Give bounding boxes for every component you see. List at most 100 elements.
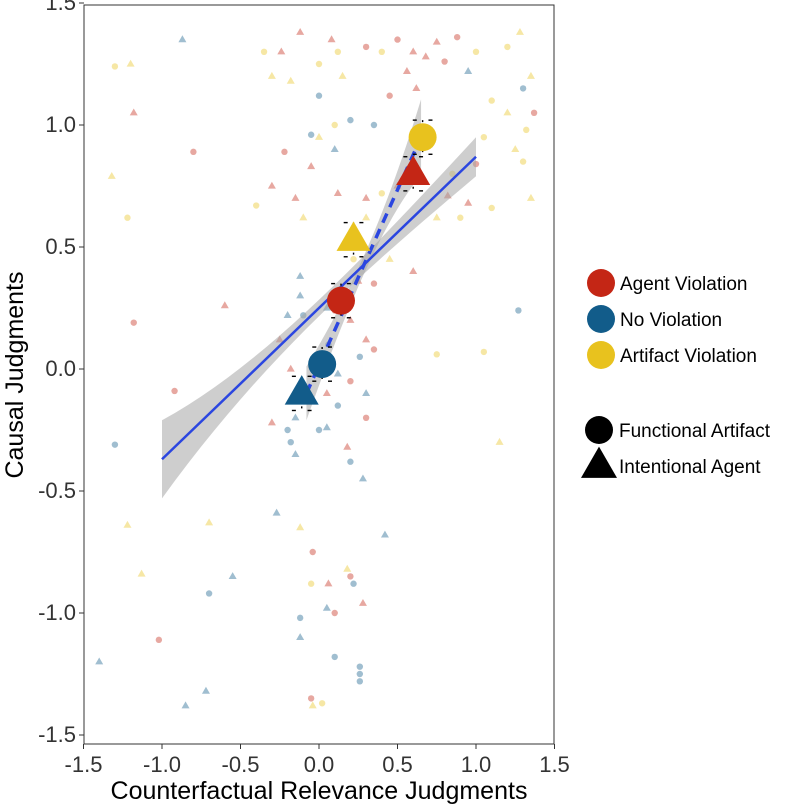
data-point-97 (267, 71, 276, 79)
y-tick-label: -0.5 (38, 478, 76, 503)
data-point-118 (331, 121, 338, 129)
regression-line-dashed (304, 136, 423, 395)
data-point-77 (358, 474, 367, 482)
data-point-26 (130, 319, 137, 326)
data-point-111 (511, 145, 520, 153)
data-point-89 (356, 670, 364, 678)
data-point-94 (111, 63, 119, 70)
data-point-126 (385, 254, 394, 262)
data-point-71 (322, 423, 331, 431)
summary-marker-triangle (336, 221, 371, 251)
y-tick-label: -1.5 (38, 722, 76, 747)
data-point-11 (412, 84, 421, 92)
data-point-48 (307, 695, 315, 702)
legend-item-agent_violation: Agent Violation (587, 269, 747, 297)
data-point-98 (286, 76, 295, 84)
data-point-74 (291, 450, 300, 458)
data-point-58 (515, 307, 522, 314)
data-point-116 (488, 204, 495, 212)
x-tick-label: 0.5 (382, 752, 413, 777)
data-point-131 (123, 520, 132, 528)
summary-marker-circle (408, 123, 437, 152)
data-point-44 (358, 598, 367, 606)
data-point-24 (530, 109, 538, 117)
data-point-38 (322, 389, 331, 397)
legend-color-swatch (587, 269, 615, 297)
data-point-23 (464, 198, 473, 206)
data-point-115 (457, 214, 464, 221)
data-point-119 (315, 132, 323, 140)
data-point-134 (137, 569, 146, 577)
data-point-78 (111, 441, 119, 448)
data-point-122 (362, 213, 371, 221)
legend-color-swatch (587, 341, 615, 369)
y-axis-title: Causal Judgments (1, 271, 29, 478)
data-point-101 (338, 71, 347, 79)
data-point-56 (464, 67, 473, 74)
y-tick-label: 0.5 (45, 234, 76, 259)
data-point-130 (495, 437, 504, 445)
data-point-128 (433, 351, 440, 358)
data-point-105 (515, 27, 524, 35)
data-point-42 (309, 548, 316, 556)
data-point-137 (318, 700, 326, 707)
data-point-82 (350, 580, 357, 587)
data-point-104 (504, 43, 511, 51)
summary-point-agent_violation-circle (326, 282, 355, 319)
data-point-36 (370, 346, 378, 353)
data-point-68 (284, 426, 291, 434)
data-point-100 (334, 48, 342, 55)
data-point-47 (155, 636, 163, 644)
data-point-57 (519, 85, 527, 92)
data-point-52 (347, 116, 354, 124)
data-point-7 (453, 33, 461, 41)
x-tick-label: -1.0 (143, 752, 181, 777)
summary-point-agent_violation-triangle (396, 155, 431, 192)
x-tick-label: -0.5 (222, 752, 260, 777)
legend-label: Functional Artifact (619, 421, 771, 442)
individual-points-layer (95, 27, 538, 709)
data-point-55 (307, 131, 315, 138)
confidence-band-1 (306, 99, 422, 421)
legend-color-swatch (587, 305, 615, 333)
data-point-60 (296, 291, 305, 299)
data-point-63 (283, 311, 292, 318)
data-point-108 (503, 108, 512, 116)
x-tick-label: 1.0 (461, 752, 492, 777)
data-point-81 (228, 572, 237, 580)
y-tick-label: -1.0 (38, 600, 76, 625)
summary-point-no_violation-circle (308, 346, 337, 382)
data-point-76 (362, 389, 371, 397)
data-point-109 (523, 126, 530, 134)
legend-item-circle: Functional Artifact (585, 416, 771, 444)
data-point-86 (296, 633, 305, 641)
data-point-27 (220, 301, 229, 309)
data-point-39 (362, 414, 370, 421)
data-point-49 (171, 387, 178, 395)
summary-points-layer (284, 119, 437, 412)
x-tick-label: 0.0 (304, 752, 335, 777)
data-point-96 (260, 48, 268, 55)
data-point-30 (267, 418, 276, 426)
regression-lines-layer (161, 136, 477, 461)
data-point-6 (432, 37, 441, 45)
x-axis: -1.5 -1.0 -0.5 0.0 0.5 1.0 1.5 (65, 744, 570, 777)
data-point-91 (201, 686, 210, 694)
data-point-45 (331, 609, 338, 617)
data-point-113 (526, 193, 535, 201)
data-point-117 (432, 213, 441, 221)
data-point-67 (291, 413, 300, 421)
data-point-65 (333, 369, 342, 377)
data-point-83 (205, 590, 213, 597)
data-point-2 (327, 35, 336, 43)
data-point-138 (308, 701, 317, 709)
data-point-5 (409, 47, 418, 55)
data-point-107 (488, 97, 495, 104)
legend: Agent Violation No Violation Artifact Viol… (581, 269, 771, 478)
data-point-46 (347, 573, 354, 580)
data-point-18 (333, 189, 342, 196)
x-tick-label: -1.5 (65, 752, 103, 777)
data-point-90 (95, 657, 104, 665)
data-point-43 (324, 579, 333, 587)
y-tick-label: 0.0 (45, 356, 76, 381)
